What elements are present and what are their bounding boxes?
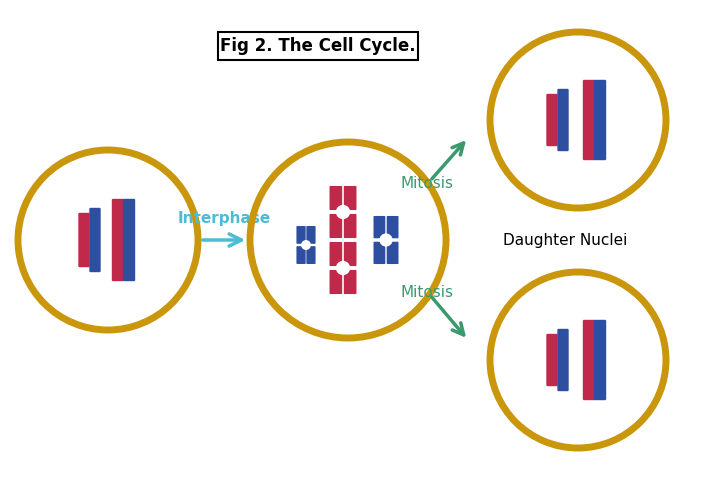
FancyBboxPatch shape bbox=[306, 226, 315, 244]
FancyBboxPatch shape bbox=[296, 226, 305, 244]
FancyBboxPatch shape bbox=[306, 246, 315, 264]
Text: Interphase: Interphase bbox=[177, 211, 271, 226]
FancyBboxPatch shape bbox=[557, 89, 569, 151]
FancyBboxPatch shape bbox=[218, 32, 418, 60]
FancyBboxPatch shape bbox=[330, 214, 342, 238]
FancyBboxPatch shape bbox=[374, 242, 385, 264]
FancyBboxPatch shape bbox=[374, 216, 385, 238]
FancyBboxPatch shape bbox=[387, 242, 399, 264]
FancyBboxPatch shape bbox=[594, 80, 606, 160]
FancyBboxPatch shape bbox=[594, 320, 606, 400]
Text: Fig 2. The Cell Cycle.: Fig 2. The Cell Cycle. bbox=[220, 37, 416, 55]
FancyBboxPatch shape bbox=[344, 186, 357, 210]
Circle shape bbox=[379, 233, 392, 247]
FancyBboxPatch shape bbox=[78, 213, 90, 267]
FancyBboxPatch shape bbox=[296, 246, 305, 264]
Circle shape bbox=[336, 261, 350, 275]
FancyBboxPatch shape bbox=[344, 242, 357, 266]
FancyBboxPatch shape bbox=[89, 208, 100, 272]
FancyBboxPatch shape bbox=[546, 94, 557, 146]
FancyBboxPatch shape bbox=[557, 329, 569, 391]
FancyBboxPatch shape bbox=[330, 186, 342, 210]
FancyBboxPatch shape bbox=[583, 80, 595, 160]
Text: Mitosis: Mitosis bbox=[400, 285, 454, 300]
FancyBboxPatch shape bbox=[122, 199, 135, 281]
FancyBboxPatch shape bbox=[344, 214, 357, 238]
FancyBboxPatch shape bbox=[112, 199, 124, 281]
Circle shape bbox=[336, 205, 350, 219]
FancyBboxPatch shape bbox=[344, 270, 357, 294]
FancyBboxPatch shape bbox=[330, 270, 342, 294]
FancyBboxPatch shape bbox=[330, 242, 342, 266]
FancyBboxPatch shape bbox=[546, 334, 557, 386]
FancyBboxPatch shape bbox=[583, 320, 595, 400]
Text: Daughter Nuclei: Daughter Nuclei bbox=[503, 232, 627, 248]
Text: Mitosis: Mitosis bbox=[400, 176, 454, 191]
Circle shape bbox=[301, 240, 311, 250]
FancyBboxPatch shape bbox=[387, 216, 399, 238]
